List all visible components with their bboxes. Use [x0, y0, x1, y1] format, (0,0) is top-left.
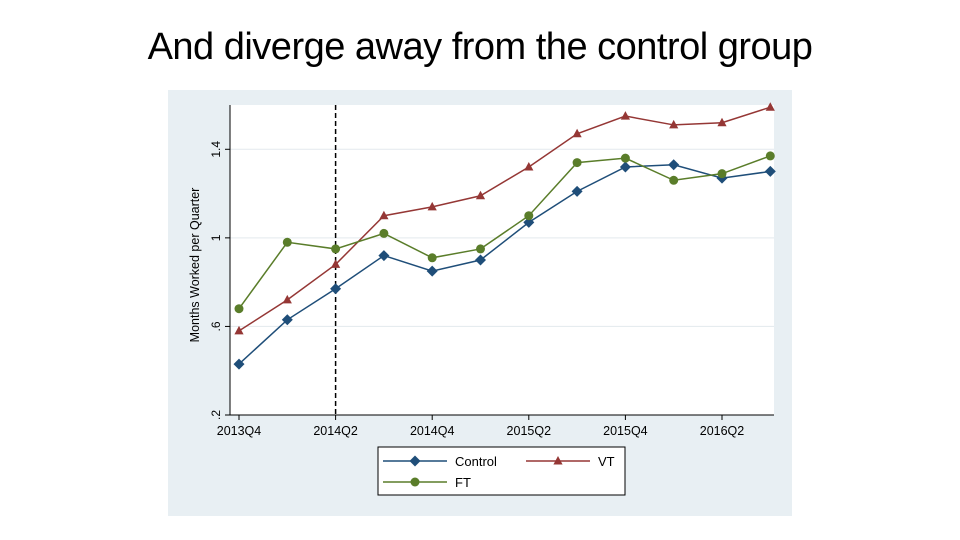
data-point-control: [330, 283, 342, 295]
x-tick-label: 2015Q4: [603, 424, 648, 438]
data-point-vt: [331, 259, 341, 268]
data-point-ft: [620, 153, 630, 163]
data-point-control: [571, 185, 583, 197]
data-point-ft: [379, 228, 389, 238]
series-line-vt: [238, 106, 771, 332]
legend-marker-vt: [553, 456, 563, 465]
x-tick-label: 2014Q4: [410, 424, 455, 438]
legend-marker-control: [409, 455, 421, 467]
legend-box: [377, 446, 626, 496]
data-point-vt: [475, 190, 486, 200]
x-tick-label: 2013Q4: [217, 424, 262, 438]
data-point-ft: [234, 304, 244, 314]
data-point-ft: [476, 244, 485, 254]
series-line-ft: [238, 155, 771, 310]
y-tick-label: 1: [209, 234, 223, 241]
x-tick-label: 2015Q2: [507, 424, 552, 438]
data-point-control: [378, 250, 390, 262]
data-point-ft: [427, 253, 437, 263]
legend-label-ft: FT: [455, 475, 471, 490]
data-point-control: [619, 161, 631, 173]
y-tick-label: .6: [209, 321, 223, 331]
data-point-ft: [765, 151, 775, 161]
legend-label-vt: VT: [598, 454, 615, 469]
data-point-vt: [572, 128, 582, 138]
data-point-vt: [427, 201, 437, 211]
data-point-vt: [234, 325, 244, 335]
data-point-ft: [282, 237, 292, 247]
y-axis-label: Months Worked per Quarter: [188, 188, 202, 343]
data-point-control: [426, 265, 438, 277]
chart: .2 .6 1 1.4 Months Worked per Quarter 2013Q4 2…: [168, 90, 792, 516]
y-tick-label: 1.4: [209, 141, 223, 158]
data-point-control: [475, 254, 486, 266]
data-point-ft: [572, 158, 582, 168]
x-tick-label: 2016Q2: [700, 424, 745, 438]
data-point-ft: [669, 175, 679, 185]
data-point-control: [764, 165, 776, 177]
data-point-ft: [717, 169, 727, 179]
data-point-control: [281, 314, 293, 326]
data-point-control: [233, 358, 245, 370]
line-chart: .2 .6 1 1.4 Months Worked per Quarter 2013Q4 2…: [168, 90, 792, 516]
y-tick-label: .2: [209, 410, 223, 420]
plot-area: [230, 105, 774, 415]
data-point-vt: [524, 162, 534, 171]
data-point-ft: [331, 244, 341, 254]
slide-title: And diverge away from the control group: [147, 26, 813, 68]
legend-label-control: Control: [455, 454, 497, 469]
series-line-control: [238, 164, 771, 365]
data-point-control: [668, 159, 680, 171]
data-point-control: [523, 216, 535, 228]
data-point-vt: [282, 294, 292, 304]
data-point-ft: [524, 211, 534, 221]
legend-marker-ft: [410, 477, 420, 487]
data-point-vt: [620, 111, 630, 120]
legend: Control VT FT: [377, 446, 626, 496]
x-tick-label: 2014Q2: [313, 424, 358, 438]
data-point-vt: [669, 119, 679, 129]
data-point-vt: [717, 117, 727, 127]
data-point-vt: [765, 102, 775, 111]
data-point-vt: [379, 210, 389, 220]
